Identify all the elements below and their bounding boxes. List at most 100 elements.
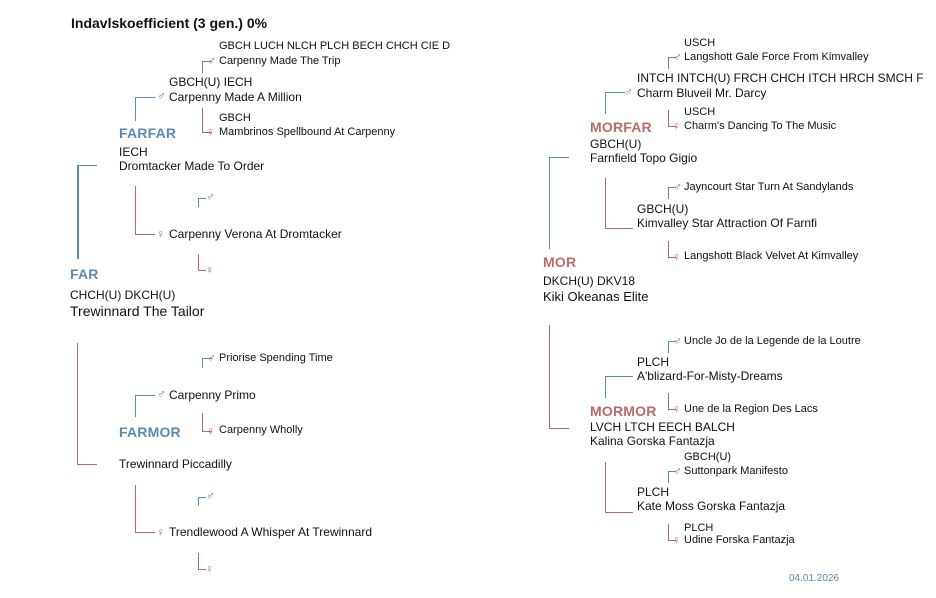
gen3-line (668, 110, 669, 126)
morfar-dam-line-h (605, 228, 633, 229)
print-date: 04.01.2026 (789, 573, 840, 584)
female-icon: ♀ (672, 250, 681, 264)
gen3-line (198, 497, 199, 506)
gen3-line (202, 431, 212, 432)
farfar-dam-line-h (135, 234, 155, 235)
farfar-sire-line-h (135, 97, 155, 98)
gen3-line (668, 524, 669, 540)
gen3-line (668, 471, 676, 472)
gen3-name[interactable]: Charm's Dancing To The Music (684, 120, 837, 132)
male-icon: ♂ (207, 351, 216, 365)
far-dam-line (77, 343, 78, 464)
far-name[interactable]: Trewinnard The Tailor (70, 303, 205, 319)
farmor-dam-name[interactable]: Trendlewood A Whisper At Trewinnard (169, 525, 372, 539)
far-titles: CHCH(U) DKCH(U) (70, 288, 176, 302)
farfar-name[interactable]: Dromtacker Made To Order (119, 159, 265, 173)
female-icon: ♀ (672, 119, 681, 133)
gen3-line (198, 569, 206, 570)
morfar-sire-name[interactable]: Charm Bluveil Mr. Darcy (637, 86, 767, 100)
gen3-line (198, 553, 199, 569)
gen3-line (202, 358, 212, 359)
mor-name[interactable]: Kiki Okeanas Elite (543, 289, 649, 304)
mor-dam-line (549, 325, 550, 428)
gen3-line (202, 61, 203, 73)
gen3-name[interactable]: Langshott Black Velvet At Kimvalley (684, 250, 859, 262)
gen3-line (668, 257, 676, 258)
farmor-sire-name[interactable]: Carpenny Primo (169, 388, 256, 402)
gen3-name[interactable]: Uncle Jo de la Legende de la Loutre (684, 335, 861, 347)
male-icon: ♂ (157, 387, 166, 401)
farfar-sire-titles: GBCH(U) IECH (169, 75, 253, 89)
male-icon: ♂ (673, 50, 682, 64)
gen3-titles: GBCH (219, 112, 251, 124)
morfar-dam-name[interactable]: Kimvalley Star Attraction Of Farnfi (637, 216, 818, 230)
farmor-role: FARMOR (119, 424, 181, 440)
mormor-sire-line-h (605, 376, 633, 377)
gen3-line (668, 341, 669, 353)
morfar-sire-line (605, 92, 606, 114)
gen3-name[interactable]: Mambrinos Spellbound At Carpenny (219, 126, 396, 138)
far-line (77, 165, 79, 259)
morfar-sire-line-h (605, 92, 625, 93)
gen3-name[interactable]: Une de la Region Des Lacs (684, 403, 818, 415)
mormor-name[interactable]: Kalina Gorska Fantazja (590, 434, 715, 448)
gen3-line (668, 241, 669, 257)
female-icon: ♀ (672, 533, 681, 547)
mormor-role: MORMOR (590, 403, 657, 419)
gen3-titles: GBCH LUCH NLCH PLCH BECH CHCH CIE D (219, 40, 451, 52)
gen3-line (668, 126, 676, 127)
gen3-name[interactable]: Priorise Spending Time (219, 352, 333, 364)
mormor-dam-name[interactable]: Kate Moss Gorska Fantazja (637, 499, 786, 513)
gen3-name[interactable]: Langshott Gale Force From Kimvalley (684, 51, 869, 63)
female-icon: ♀ (205, 263, 214, 277)
morfar-sire-titles: INTCH INTCH(U) FRCH CHCH ITCH HRCH SMCH … (637, 71, 924, 85)
male-icon: ♂ (206, 489, 215, 503)
farfar-sire-name[interactable]: Carpenny Made A Million (169, 90, 302, 104)
female-icon: ♀ (205, 562, 214, 576)
mormor-dam-line-h (605, 512, 633, 513)
morfar-role: MORFAR (590, 119, 652, 135)
morfar-dam-line (605, 178, 606, 228)
gen3-line (668, 57, 676, 58)
farfar-dam-name[interactable]: Carpenny Verona At Dromtacker (169, 227, 342, 241)
mormor-sire-name[interactable]: A'blizard-For-Misty-Dreams (637, 369, 783, 383)
gen3-name[interactable]: Carpenny Wholly (219, 424, 303, 436)
gen3-line (198, 254, 199, 270)
morfar-titles: GBCH(U) (590, 137, 642, 151)
gen3-name[interactable]: Suttonpark Manifesto (684, 465, 788, 477)
male-icon: ♂ (673, 180, 682, 194)
farmor-sire-line (135, 395, 136, 417)
mor-titles: DKCH(U) DKV18 (543, 274, 636, 288)
gen3-name[interactable]: Jayncourt Star Turn At Sandylands (684, 181, 854, 193)
female-icon: ♀ (672, 402, 681, 416)
female-icon: ♀ (206, 424, 215, 438)
farfar-sire-line (135, 97, 136, 121)
mor-dam-line-bottom (549, 428, 569, 429)
farmor-name[interactable]: Trewinnard Piccadilly (119, 457, 232, 471)
female-icon: ♀ (206, 125, 215, 139)
page-title: Indavlskoefficient (3 gen.) 0% (71, 15, 268, 31)
far-line-top (77, 165, 97, 166)
female-icon: ♀ (156, 525, 165, 539)
morfar-name[interactable]: Farnfield Topo Gigio (590, 151, 698, 165)
gen3-line (202, 358, 203, 368)
gen3-line (668, 187, 676, 188)
gen3-line (198, 497, 206, 498)
mormor-dam-line (605, 462, 606, 512)
gen3-line (668, 471, 669, 483)
gen3-name[interactable]: Carpenny Made The Trip (219, 55, 341, 67)
gen3-titles: USCH (684, 37, 716, 49)
male-icon: ♂ (207, 54, 216, 68)
gen3-line (668, 57, 669, 69)
farfar-role: FARFAR (119, 125, 177, 141)
mor-role: MOR (543, 254, 577, 270)
gen3-line (668, 393, 669, 409)
far-role: FAR (70, 266, 99, 282)
far-dam-line-bottom (77, 464, 97, 465)
gen3-line (202, 132, 212, 133)
gen3-line (202, 108, 203, 132)
gen3-name[interactable]: Udine Forska Fantazja (684, 534, 795, 546)
mormor-sire-line (605, 376, 606, 398)
farmor-dam-line-h (135, 532, 155, 533)
gen3-titles: GBCH(U) (684, 451, 732, 463)
